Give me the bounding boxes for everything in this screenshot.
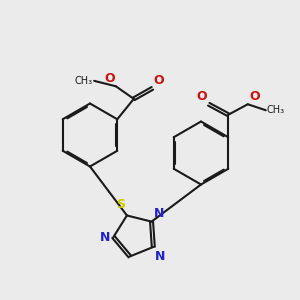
- Text: N: N: [154, 207, 164, 220]
- Text: O: O: [104, 72, 115, 85]
- Text: N: N: [100, 230, 110, 244]
- Text: N: N: [155, 250, 165, 263]
- Text: S: S: [116, 198, 125, 211]
- Text: O: O: [197, 90, 207, 103]
- Text: O: O: [154, 74, 164, 87]
- Text: O: O: [249, 90, 260, 103]
- Text: CH₃: CH₃: [267, 105, 285, 115]
- Text: CH₃: CH₃: [75, 76, 93, 86]
